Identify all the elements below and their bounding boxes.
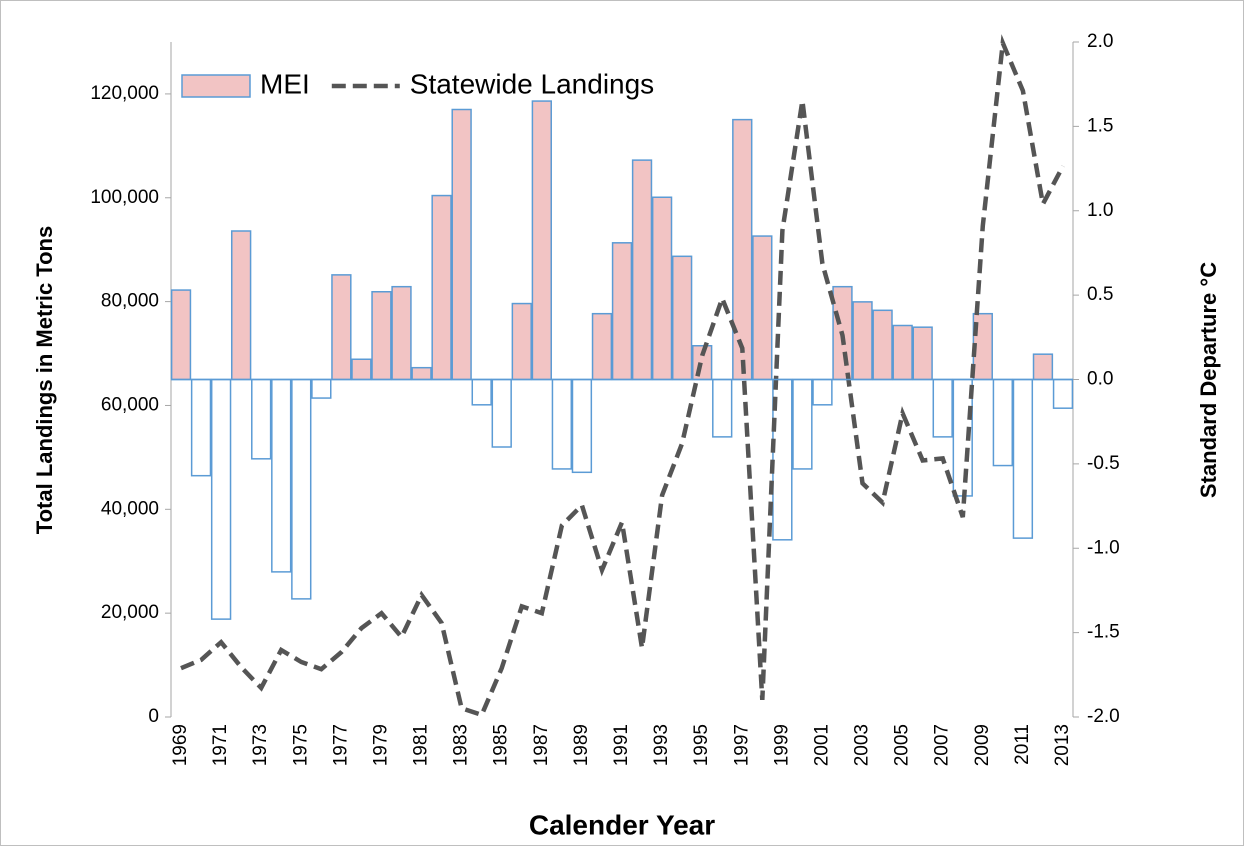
- bar: [892, 324, 913, 381]
- x-tick-label: 1991: [611, 724, 632, 766]
- bar: [471, 378, 492, 406]
- bar: [932, 378, 953, 438]
- bar: [331, 274, 352, 381]
- y-tick-label: 100,000: [90, 187, 159, 208]
- bar: [872, 309, 893, 381]
- y2-tick-label: 1.5: [1087, 115, 1113, 136]
- x-tick-label: 2001: [811, 724, 832, 766]
- x-tick-label: 1997: [731, 724, 752, 766]
- y-tick-label: 80,000: [101, 291, 159, 312]
- bar: [812, 378, 833, 406]
- bar: [631, 159, 653, 381]
- bar: [371, 291, 392, 381]
- bar: [792, 378, 813, 470]
- bar: [752, 235, 773, 381]
- x-tick-label: 2007: [932, 724, 953, 766]
- bar: [351, 358, 372, 381]
- bar: [291, 378, 312, 600]
- x-tick-label: 1985: [491, 724, 512, 766]
- bar: [1052, 378, 1074, 409]
- legend-label: Statewide Landings: [410, 68, 654, 99]
- bar: [732, 118, 753, 381]
- bar: [190, 378, 212, 477]
- y2-tick-label: 2.0: [1087, 31, 1113, 52]
- y-tick-label: 120,000: [90, 83, 159, 104]
- bar: [591, 312, 613, 381]
- line-series: [180, 34, 1065, 718]
- x-tick-label: 1987: [531, 724, 552, 766]
- x-tick-label: 1989: [571, 724, 592, 766]
- legend-label: MEI: [260, 68, 310, 99]
- bar: [611, 242, 633, 381]
- x-tick-label: 1969: [170, 724, 191, 766]
- x-tick-label: 1979: [370, 724, 391, 766]
- x-tick-label: 1977: [330, 724, 351, 766]
- y2-tick-label: 1.0: [1087, 200, 1113, 221]
- x-tick-label: 1993: [651, 724, 672, 766]
- x-tick-label: 1981: [411, 724, 432, 766]
- y2-tick-label: 0.5: [1087, 284, 1113, 305]
- bar: [1012, 378, 1034, 539]
- x-tick-label: 1999: [771, 724, 792, 766]
- bar: [491, 378, 512, 448]
- bar: [411, 366, 432, 381]
- bar: [992, 378, 1014, 467]
- bar: [451, 108, 472, 381]
- y-tick-label: 60,000: [101, 394, 159, 415]
- bar: [431, 194, 452, 381]
- y2-tick-label: -0.5: [1087, 453, 1120, 474]
- y2-tick-label: -1.5: [1087, 622, 1120, 643]
- y2-tick-label: -1.0: [1087, 537, 1120, 558]
- bar: [712, 378, 733, 438]
- x-tick-label: 2013: [1052, 724, 1073, 766]
- x-tick-label: 2009: [972, 724, 993, 766]
- y-axis-title: Total Landings in Metric Tons: [32, 226, 57, 534]
- y-tick-label: 0: [148, 706, 159, 727]
- bar: [1032, 353, 1054, 381]
- bar: [912, 326, 933, 381]
- x-tick-label: 1995: [691, 724, 712, 766]
- bar: [531, 100, 552, 381]
- bar: [671, 255, 693, 381]
- bar: [170, 289, 192, 381]
- bar: [391, 285, 412, 381]
- x-tick-label: 1971: [210, 724, 231, 766]
- bar: [230, 230, 252, 381]
- y-tick-label: 20,000: [101, 602, 159, 623]
- x-tick-label: 1975: [290, 724, 311, 766]
- y-tick-label: 40,000: [101, 498, 159, 519]
- x-tick-label: 1983: [451, 724, 472, 766]
- bar: [571, 378, 593, 474]
- bar: [852, 301, 873, 381]
- bar: [511, 302, 532, 381]
- y2-tick-label: -2.0: [1087, 706, 1120, 727]
- bar: [651, 196, 673, 381]
- y2-axis-title: Standard Departure °C: [1196, 262, 1221, 498]
- bar: [251, 378, 272, 460]
- x-tick-label: 2011: [1012, 724, 1033, 765]
- bar: [210, 378, 232, 620]
- bar: [311, 378, 332, 399]
- bar: [551, 378, 573, 470]
- x-axis-title: Calender Year: [529, 809, 715, 840]
- x-tick-label: 1973: [250, 724, 271, 766]
- bar: [271, 378, 292, 573]
- y2-tick-label: 0.0: [1087, 369, 1113, 390]
- x-tick-label: 2005: [892, 724, 913, 766]
- legend-swatch: [181, 74, 251, 98]
- x-tick-label: 2003: [852, 724, 873, 766]
